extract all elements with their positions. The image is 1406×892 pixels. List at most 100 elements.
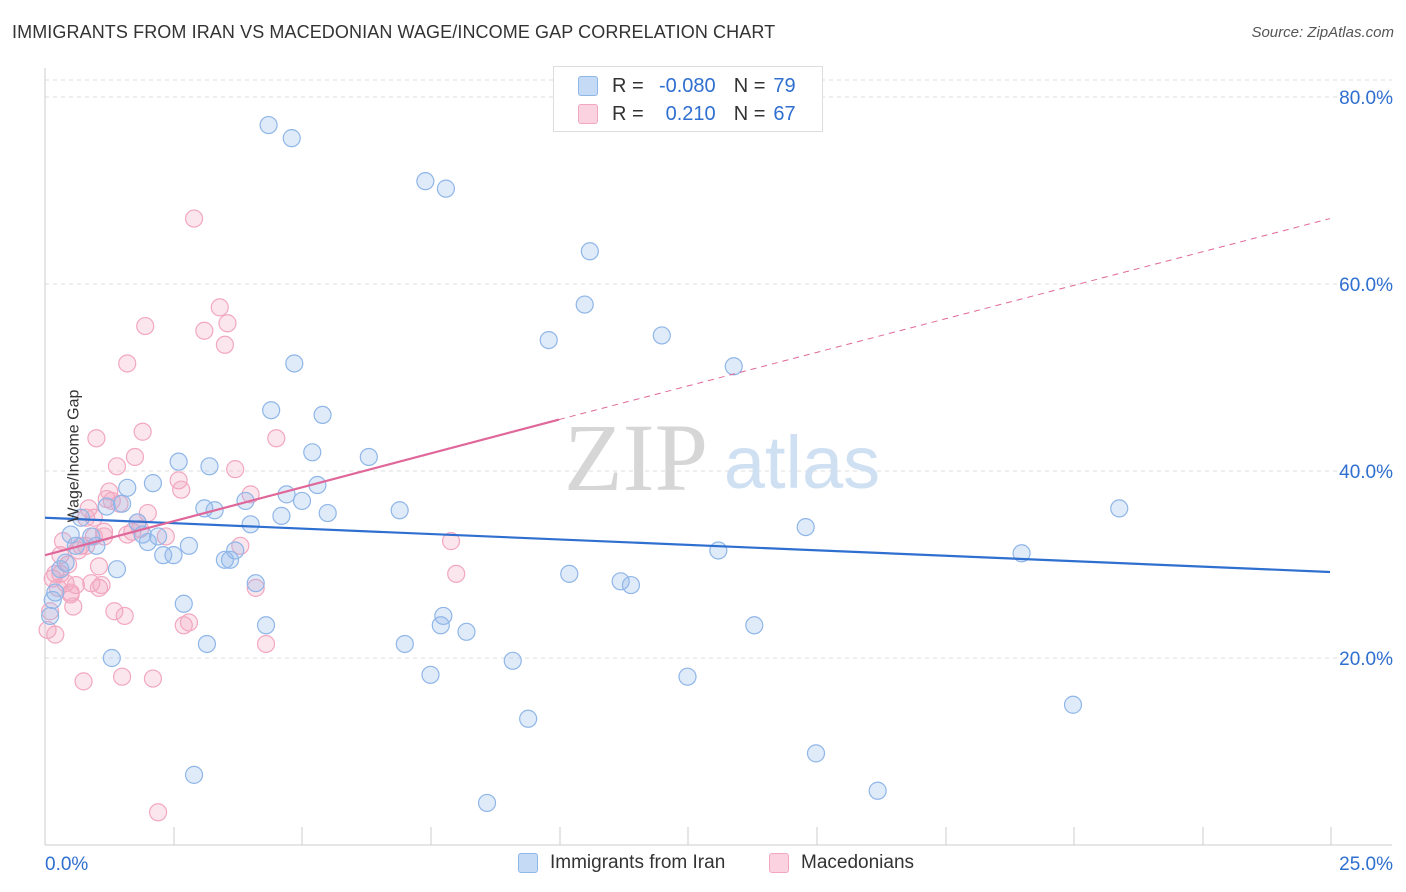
data-point-iran bbox=[709, 541, 728, 560]
data-point-iran bbox=[118, 478, 137, 497]
data-point-iran bbox=[434, 606, 453, 626]
data-point-macedonians bbox=[92, 575, 111, 595]
data-point-macedonians bbox=[172, 480, 191, 499]
data-point-iran bbox=[143, 474, 163, 493]
data-point-iran bbox=[41, 606, 60, 626]
bottom-legend-swatch-macedonians bbox=[769, 853, 789, 873]
data-point-iran bbox=[71, 508, 91, 527]
data-point-iran bbox=[868, 781, 887, 800]
series-macedonians bbox=[38, 209, 466, 822]
y-tick-label: 80.0% bbox=[1339, 88, 1393, 109]
data-point-macedonians bbox=[148, 803, 168, 822]
data-point-macedonians bbox=[118, 354, 137, 373]
data-point-iran bbox=[1063, 695, 1083, 714]
data-point-iran bbox=[292, 491, 312, 511]
watermark-zip: ZIP bbox=[564, 404, 708, 511]
bottom-legend: Immigrants from Iran Macedonians bbox=[0, 852, 1406, 878]
data-point-iran bbox=[421, 665, 440, 684]
bottom-legend-swatch-iran bbox=[518, 853, 538, 873]
watermark-atlas: atlas bbox=[724, 421, 880, 504]
data-point-iran bbox=[220, 550, 240, 569]
trend-lines bbox=[44, 218, 1331, 574]
data-point-iran bbox=[174, 594, 193, 613]
data-point-iran bbox=[272, 506, 291, 525]
data-point-iran bbox=[1110, 499, 1129, 518]
data-point-macedonians bbox=[66, 575, 85, 595]
data-point-iran bbox=[724, 357, 743, 376]
data-point-macedonians bbox=[107, 457, 127, 476]
legend-row-iran: R = -0.080 N = 79 bbox=[578, 73, 796, 99]
chart-title: IMMIGRANTS FROM IRAN VS MACEDONIAN WAGE/… bbox=[12, 22, 776, 42]
data-point-macedonians bbox=[61, 585, 80, 604]
data-point-iran bbox=[575, 295, 594, 314]
data-point-iran bbox=[148, 527, 168, 546]
data-point-macedonians bbox=[441, 532, 461, 551]
data-point-macedonians bbox=[267, 429, 286, 448]
x-tick-label: 25.0% bbox=[1339, 854, 1393, 875]
data-point-iran bbox=[241, 515, 260, 534]
data-point-iran bbox=[61, 525, 80, 544]
data-point-iran bbox=[678, 667, 697, 686]
y-axis-label: Wage/Income Gap bbox=[65, 389, 83, 523]
watermark: ZIP atlas bbox=[564, 404, 880, 511]
legend-n-value-iran: 79 bbox=[773, 74, 796, 97]
data-point-macedonians bbox=[184, 209, 204, 228]
data-point-iran bbox=[102, 648, 121, 668]
data-point-iran bbox=[806, 744, 826, 763]
legend-n-value-macedonians: 67 bbox=[773, 102, 796, 125]
data-point-iran bbox=[46, 583, 65, 602]
data-point-iran bbox=[259, 115, 278, 135]
data-point-macedonians bbox=[136, 316, 155, 336]
data-point-macedonians bbox=[195, 321, 214, 340]
data-point-iran bbox=[164, 546, 183, 565]
trend-line-macedonians bbox=[44, 418, 560, 557]
trend-line-iran bbox=[44, 516, 1331, 574]
data-point-macedonians bbox=[89, 578, 109, 597]
data-point-iran bbox=[1012, 544, 1031, 563]
data-point-iran bbox=[503, 651, 522, 670]
data-point-iran bbox=[112, 494, 132, 513]
data-point-macedonians bbox=[226, 460, 245, 479]
data-point-macedonians bbox=[74, 672, 93, 691]
data-point-iran bbox=[390, 501, 409, 520]
bottom-legend-iran: Immigrants from Iran bbox=[518, 852, 725, 874]
data-point-iran bbox=[560, 564, 579, 583]
data-point-macedonians bbox=[51, 564, 70, 583]
data-point-macedonians bbox=[143, 669, 163, 688]
data-point-macedonians bbox=[79, 499, 98, 518]
y-tick-label: 60.0% bbox=[1339, 275, 1393, 296]
data-point-iran bbox=[179, 536, 199, 555]
data-point-iran bbox=[184, 765, 204, 784]
data-point-iran bbox=[477, 793, 497, 813]
data-point-iran bbox=[436, 179, 456, 198]
data-point-macedonians bbox=[125, 447, 145, 467]
x-tick-label: 0.0% bbox=[45, 854, 88, 875]
data-point-macedonians bbox=[215, 335, 234, 354]
correlation-legend: R = -0.080 N = 79 R = 0.210 N = 67 bbox=[553, 66, 823, 132]
trend-line-macedonians-extension bbox=[558, 218, 1331, 421]
data-point-iran bbox=[262, 401, 281, 420]
legend-r-value-iran: -0.080 bbox=[658, 74, 716, 97]
grid-lines bbox=[45, 79, 1392, 659]
data-point-macedonians bbox=[447, 564, 466, 583]
data-point-macedonians bbox=[84, 508, 103, 527]
data-point-iran bbox=[359, 447, 378, 467]
data-point-iran bbox=[611, 572, 630, 591]
data-point-iran bbox=[519, 709, 538, 728]
data-point-iran bbox=[282, 129, 301, 148]
y-tick-label: 20.0% bbox=[1339, 649, 1393, 670]
legend-n-label: N = bbox=[733, 102, 766, 125]
bottom-legend-label-iran: Immigrants from Iran bbox=[550, 852, 726, 873]
data-point-iran bbox=[745, 616, 764, 635]
data-point-macedonians bbox=[115, 606, 134, 626]
data-point-macedonians bbox=[105, 602, 124, 621]
data-point-iran bbox=[313, 405, 332, 424]
legend-r-value-macedonians: 0.210 bbox=[665, 102, 716, 125]
data-point-iran bbox=[256, 616, 276, 635]
data-point-iran bbox=[43, 590, 62, 610]
data-point-iran bbox=[200, 457, 219, 476]
chart-source: Source: ZipAtlas.com bbox=[1251, 24, 1394, 41]
data-point-macedonians bbox=[179, 613, 199, 632]
data-point-iran bbox=[277, 485, 296, 504]
data-point-iran bbox=[56, 553, 75, 572]
